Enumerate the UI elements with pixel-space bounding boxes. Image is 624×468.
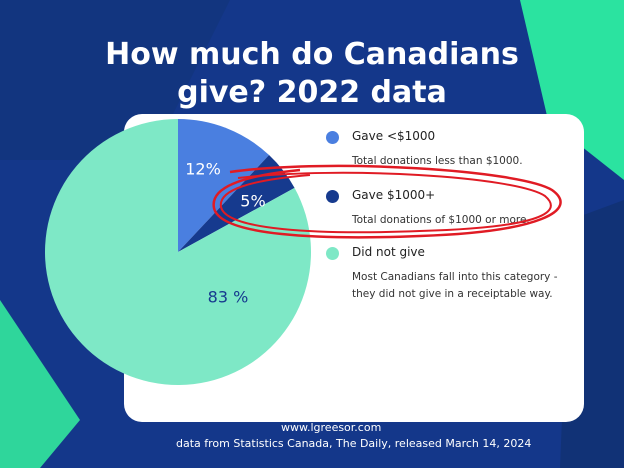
bg-shape-teal-bottom: [0, 300, 80, 468]
bg-shape-teal-top: [520, 0, 624, 180]
legend-swatch: [326, 247, 339, 260]
legend-description: Total donations of $1000 or more.: [352, 214, 530, 226]
legend-label: Gave $1000+: [352, 188, 436, 202]
legend-label: Gave <$1000: [352, 129, 436, 143]
slice-value-label: 5%: [240, 192, 265, 211]
scribble-stroke-2: [219, 171, 552, 234]
footer-url: www.lgreesor.com: [281, 421, 382, 434]
footer-source: data from Statistics Canada, The Daily, …: [176, 437, 532, 450]
legend-swatch: [326, 131, 339, 144]
legend-label: Did not give: [352, 245, 425, 259]
pie-slice-3: [45, 119, 312, 385]
legend-description: Total donations less than $1000.: [352, 155, 523, 167]
slice-value-label: 83 %: [208, 288, 249, 307]
bg-shape-dark: [0, 0, 230, 160]
pie-slice-2: [178, 155, 295, 252]
page-title-line2: give? 2022 data: [177, 75, 447, 110]
page-title-line1: How much do Canadians: [105, 37, 519, 72]
scribble-stroke-1: [212, 164, 562, 239]
legend-description: Most Canadians fall into this category -…: [352, 271, 558, 300]
pie-slice-1: [178, 119, 270, 252]
legend-swatch: [326, 190, 339, 203]
slice-value-label: 12%: [185, 160, 221, 179]
